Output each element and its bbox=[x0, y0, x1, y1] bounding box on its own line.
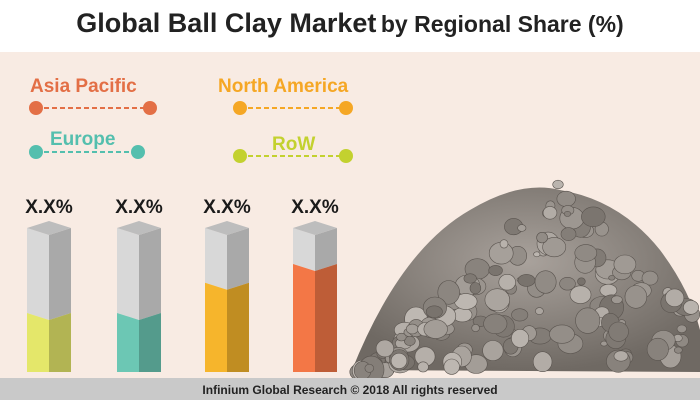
clay-pebble bbox=[542, 206, 558, 220]
clay-pebble bbox=[536, 232, 548, 244]
chart-title: Global Ball Clay Market by Regional Shar… bbox=[0, 8, 700, 39]
clay-pebble bbox=[390, 352, 408, 369]
clay-pebble bbox=[560, 227, 577, 241]
legend-label-row: RoW bbox=[272, 134, 316, 155]
bar-europe: X.X% bbox=[115, 197, 163, 372]
bar-value-label: X.X% bbox=[25, 197, 73, 218]
clay-pebble bbox=[574, 244, 598, 262]
clay-pebble bbox=[673, 346, 683, 354]
clay-pebble bbox=[599, 283, 618, 297]
clay-pebble bbox=[534, 270, 557, 294]
clay-pebble bbox=[482, 340, 504, 362]
clay-pebble bbox=[484, 288, 510, 312]
clay-pebble bbox=[577, 277, 586, 286]
title-main: Global Ball Clay Market bbox=[76, 8, 377, 38]
clay-pebble bbox=[533, 251, 541, 258]
legend-connector-europe bbox=[29, 145, 145, 159]
legend-label-europe: Europe bbox=[50, 129, 116, 150]
clay-pebble bbox=[664, 288, 685, 307]
clay-pebble bbox=[463, 273, 477, 284]
clay-pebble bbox=[437, 280, 460, 305]
clay-pebble bbox=[549, 324, 575, 344]
clay-pebble bbox=[563, 210, 572, 217]
clay-pebble bbox=[364, 363, 374, 373]
clay-pebble bbox=[396, 332, 407, 342]
clay-pebble bbox=[417, 361, 429, 373]
legend-connector-asia-pacific bbox=[29, 101, 157, 115]
bar-group: X.X% X.X% X.X% X.X% bbox=[25, 197, 339, 372]
footer-copyright: Infinium Global Research © 2018 All righ… bbox=[202, 383, 498, 397]
clay-pebble bbox=[535, 307, 544, 315]
clay-pebble bbox=[575, 307, 601, 334]
clay-pebble bbox=[517, 224, 527, 232]
bar-north-america: X.X% bbox=[203, 197, 251, 372]
footer-bar bbox=[0, 378, 700, 400]
bar-asia-pacific: X.X% bbox=[25, 197, 73, 372]
clay-pebble bbox=[425, 305, 443, 318]
clay-pebble bbox=[499, 239, 509, 249]
clay-pebble bbox=[556, 190, 576, 207]
legend-connector-north-america bbox=[233, 101, 353, 115]
clay-pebble bbox=[559, 277, 576, 291]
bar-value-label: X.X% bbox=[115, 197, 163, 218]
clay-pebble bbox=[608, 321, 629, 342]
clay-pebble bbox=[498, 274, 516, 291]
clay-pebble bbox=[624, 285, 648, 309]
clay-pebble bbox=[469, 282, 482, 295]
bar-value-label: X.X% bbox=[203, 197, 251, 218]
clay-pebble bbox=[608, 275, 616, 281]
clay-pebble bbox=[488, 265, 503, 276]
legend-connector-row bbox=[233, 149, 353, 163]
title-sub: by Regional Share (%) bbox=[380, 11, 624, 37]
bar-row: X.X% bbox=[291, 197, 339, 372]
clay-pebble bbox=[613, 254, 637, 275]
title-bar bbox=[0, 0, 700, 52]
clay-pebble bbox=[483, 313, 508, 334]
clay-pebble bbox=[511, 328, 530, 348]
clay-pebble bbox=[542, 237, 567, 258]
clay-pebble bbox=[443, 358, 460, 375]
clay-pebble bbox=[511, 308, 529, 322]
legend-label-north-america: North America bbox=[218, 76, 349, 97]
bar-value-label: X.X% bbox=[291, 197, 339, 218]
clay-pebble bbox=[423, 319, 448, 339]
legend-label-asia-pacific: Asia Pacific bbox=[30, 76, 137, 97]
clay-pebble bbox=[613, 350, 629, 362]
legend-connectors bbox=[29, 101, 353, 163]
clay-pebble bbox=[611, 295, 623, 304]
clay-pebble bbox=[581, 206, 606, 228]
clay-pebble bbox=[552, 179, 564, 190]
clay-pebble bbox=[683, 300, 699, 315]
clay-pebble bbox=[532, 351, 553, 373]
clay-pebble bbox=[517, 274, 536, 287]
clay-pebble bbox=[375, 339, 395, 358]
ball-clay-image bbox=[349, 179, 700, 384]
clay-pebble bbox=[569, 285, 592, 304]
clay-pebble bbox=[646, 337, 669, 361]
clay-pebble bbox=[676, 324, 687, 334]
clay-pebble bbox=[471, 323, 480, 332]
clay-pebble bbox=[641, 270, 659, 286]
clay-pebble bbox=[405, 323, 419, 335]
